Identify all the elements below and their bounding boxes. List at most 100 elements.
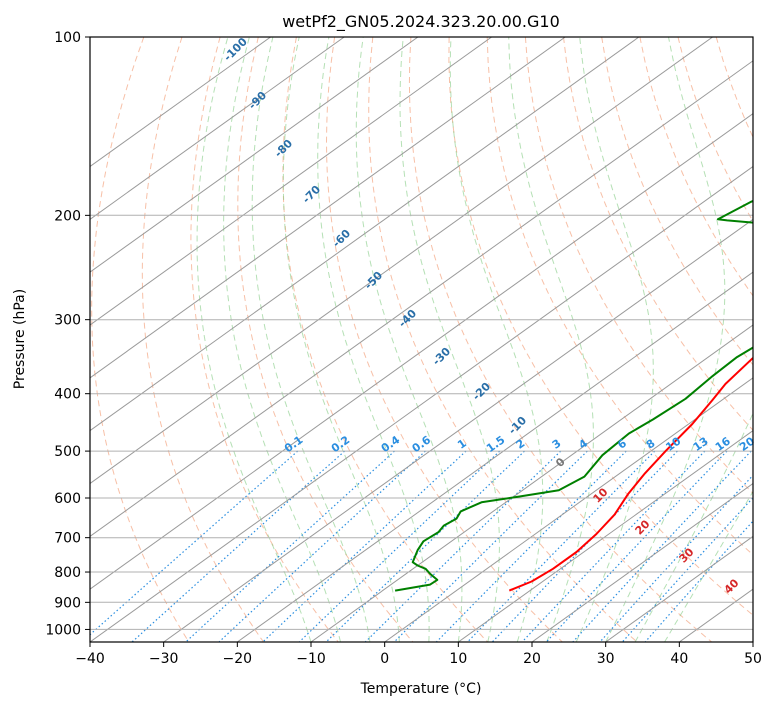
moist-adiabat-line <box>634 412 753 642</box>
moist-adiabat-line <box>251 37 371 642</box>
mixing-ratio-line <box>393 450 588 642</box>
dry-adiabat-label: -80 <box>272 137 295 160</box>
mixing-ratio-line <box>298 450 501 642</box>
dry-adiabat-line <box>486 37 753 556</box>
isotherm-line <box>90 37 713 485</box>
dewpoint-profile-line <box>394 199 753 592</box>
isotherm-line <box>90 37 492 326</box>
isotherm-line <box>90 37 566 379</box>
mixing-ratio-label: 0.2 <box>329 433 352 455</box>
mixing-ratio-line <box>131 450 345 642</box>
plot-frame <box>89 36 754 643</box>
dry-adiabat-line <box>754 37 775 642</box>
mixing-ratio-label: 2 <box>514 437 528 452</box>
mixing-ratio-label: 8 <box>644 437 658 452</box>
temperature-profile-line <box>508 356 753 592</box>
dry-adiabat-label: -60 <box>330 227 353 250</box>
moist-adiabat-line <box>223 37 341 642</box>
mixing-ratio-line <box>90 450 299 636</box>
mixing-ratio-line <box>218 450 426 642</box>
x-tick-label: 0 <box>380 651 389 667</box>
isotherm-line <box>605 535 753 642</box>
moist-adiabat-line <box>317 37 430 642</box>
moist-adiabat-line <box>355 37 463 642</box>
y-tick-label: 400 <box>54 387 81 403</box>
x-tick-label: −40 <box>75 651 105 667</box>
x-tick-label: 40 <box>670 651 688 667</box>
x-tick-label: 20 <box>523 651 541 667</box>
dry-adiabat-line <box>91 37 190 642</box>
x-tick-label: −20 <box>223 651 253 667</box>
y-tick-label: 500 <box>54 444 81 460</box>
isotherm-line <box>163 218 753 642</box>
y-axis-label: Pressure (hPa) <box>12 289 28 389</box>
isotherm-line <box>90 113 753 590</box>
isotherm-line <box>384 377 753 642</box>
dry-adiabat-label: -40 <box>396 307 419 330</box>
moist-adiabat-line <box>605 37 726 642</box>
mixing-ratio-label: 6 <box>615 437 629 452</box>
isotherm-line <box>752 641 753 642</box>
x-tick-label: −10 <box>296 651 326 667</box>
y-tick-label: 900 <box>54 595 81 611</box>
mixing-ratio-label: 4 <box>576 437 590 452</box>
isotherm-line <box>90 165 753 642</box>
dry-adiabat-label: -20 <box>470 380 493 403</box>
mixing-ratio-line <box>621 496 753 642</box>
isotherm-line <box>458 430 753 642</box>
dry-adiabat-line <box>524 37 753 495</box>
mixing-ratio-line <box>185 450 395 642</box>
isotherm-line <box>90 37 345 220</box>
isotherm-line <box>310 324 753 642</box>
y-tick-label: 800 <box>54 565 81 581</box>
x-tick-label: −30 <box>149 651 179 667</box>
isotherm-line <box>90 60 753 537</box>
y-tick-label: 1000 <box>45 622 81 638</box>
moist-adiabat-label: 30 <box>677 545 697 565</box>
mixing-ratio-line <box>545 450 728 642</box>
dry-adiabat-line <box>325 37 563 642</box>
isotherm-line <box>90 37 640 432</box>
isotherm-line <box>90 37 419 273</box>
moist-adiabat-line <box>508 37 594 642</box>
moist-adiabat-label: 40 <box>722 576 742 596</box>
dry-adiabat-line <box>408 37 713 642</box>
moist-adiabat-line <box>575 37 654 642</box>
moist-adiabat-line <box>449 37 544 642</box>
x-tick-label: 10 <box>449 651 467 667</box>
mixing-ratio-line <box>572 450 752 642</box>
mixing-ratio-line <box>467 450 656 642</box>
y-tick-label: 300 <box>54 313 81 329</box>
isotherm-line <box>679 588 753 642</box>
dry-adiabat-label: -90 <box>246 89 269 112</box>
moist-adiabat-line <box>399 37 500 642</box>
chart-title: wetPf2_GN05.2024.323.20.00.G10 <box>282 12 560 32</box>
moist-adiabat-line <box>196 37 312 642</box>
y-tick-label: 100 <box>54 30 81 46</box>
mixing-ratio-label: 3 <box>550 437 564 452</box>
dry-adiabat-line <box>282 37 488 642</box>
moist-adiabat-label: 0 <box>553 455 568 470</box>
x-axis-label: Temperature (°C) <box>360 681 482 697</box>
y-tick-label: 600 <box>54 491 81 507</box>
dry-adiabat-line <box>190 37 339 642</box>
mixing-ratio-label: 1 <box>455 437 469 452</box>
dry-adiabat-line <box>141 37 264 642</box>
moist-adiabat-label: 20 <box>633 517 653 537</box>
dry-adiabat-line <box>601 37 753 366</box>
mixing-ratio-line <box>521 450 706 642</box>
y-tick-label: 700 <box>54 531 81 547</box>
moist-adiabat-label: 10 <box>591 485 611 505</box>
dry-adiabat-label: -10 <box>506 414 529 437</box>
dry-adiabat-label: -70 <box>300 183 323 206</box>
y-tick-label: 200 <box>54 208 81 224</box>
mixing-ratio-line <box>435 450 627 642</box>
mixing-ratio-line <box>491 450 678 642</box>
moist-adiabat-line <box>282 37 400 642</box>
dry-adiabat-line <box>368 37 638 642</box>
mixing-ratio-label: 0.4 <box>379 433 403 455</box>
isotherm-line <box>90 37 271 168</box>
isotherm-line <box>531 482 753 642</box>
mixing-ratio-label: 1.5 <box>484 433 507 455</box>
